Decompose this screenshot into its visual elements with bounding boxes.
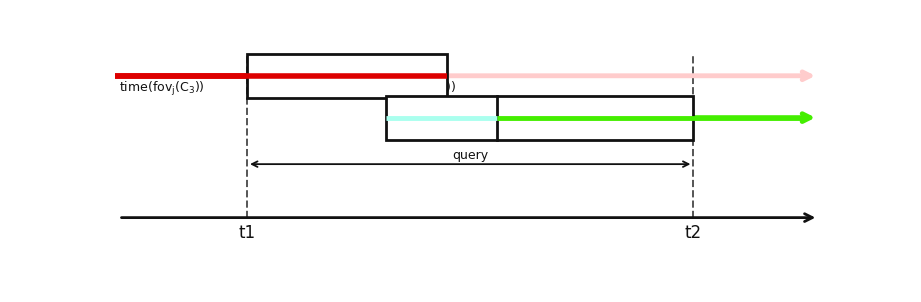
Text: time(fov$_\mathrm{k}$(C$_2$)): time(fov$_\mathrm{k}$(C$_2$)) <box>388 121 476 137</box>
Text: query: query <box>452 149 488 162</box>
Bar <box>387 95 694 140</box>
Text: t2: t2 <box>684 224 702 242</box>
Text: time(fov$_\mathrm{j}$(C$_3$)): time(fov$_\mathrm{j}$(C$_3$)) <box>119 79 204 98</box>
Text: time(fov$_\mathrm{k+1}$(C$_2$)): time(fov$_\mathrm{k+1}$(C$_2$)) <box>499 121 604 137</box>
Bar <box>247 54 447 98</box>
Text: time(fov$_\mathrm{j+1}$(C$_3$)): time(fov$_\mathrm{j+1}$(C$_3$)) <box>355 79 456 98</box>
Text: t1: t1 <box>239 224 256 242</box>
